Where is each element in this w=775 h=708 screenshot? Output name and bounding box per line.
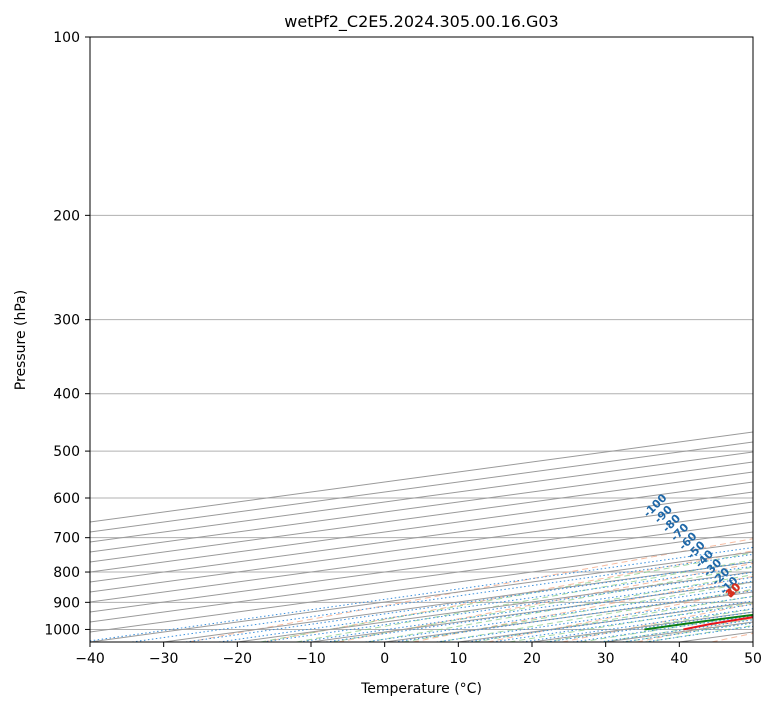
chart-title: wetPf2_C2E5.2024.305.00.16.G03 (284, 12, 558, 32)
isotherm-line (90, 511, 753, 603)
dry-adiabat (412, 575, 753, 642)
x-tick-label: −40 (75, 651, 105, 667)
moist-adiabat (403, 581, 753, 642)
x-axis: −40 −30 −20 −10 0 10 20 30 40 50 (75, 642, 762, 667)
isotherm-line (90, 471, 753, 563)
x-tick-label: 10 (449, 651, 467, 667)
mixing-ratio-line (90, 547, 753, 642)
y-tick-label: 1000 (44, 622, 80, 638)
x-tick-label: −30 (149, 651, 179, 667)
mixing-ratio-line (394, 590, 753, 642)
x-tick-label: 40 (670, 651, 688, 667)
y-tick-label: 400 (53, 387, 80, 403)
y-tick-label: 800 (53, 565, 80, 581)
isotherm-line (90, 451, 753, 543)
moist-adiabat (367, 574, 753, 642)
moist-adiabat (438, 588, 753, 642)
dry-adiabat (188, 538, 753, 642)
isotherm-line (90, 501, 753, 593)
dry-adiabat (338, 562, 753, 642)
x-tick-label: 50 (744, 651, 762, 667)
y-tick-label: 100 (53, 30, 80, 46)
x-tick-label: 0 (380, 651, 389, 667)
moist-adiabat (331, 566, 753, 642)
isotherm-line (90, 481, 753, 573)
y-tick-label: 300 (53, 313, 80, 329)
isotherm-line (90, 521, 753, 613)
mixing-ratio-line (325, 580, 753, 642)
x-tick-label: 20 (523, 651, 541, 667)
y-tick-label: 200 (53, 208, 80, 224)
y-axis: 100 200 300 400 500 600 700 800 900 1000 (44, 30, 90, 638)
y-tick-label: 700 (53, 531, 80, 547)
isotherm-line (90, 491, 753, 583)
y-axis-label: Pressure (hPa) (13, 290, 29, 390)
y-tick-label: 500 (53, 444, 80, 460)
x-tick-label: −20 (223, 651, 253, 667)
y-tick-label: 600 (53, 491, 80, 507)
y-tick-label: 900 (53, 595, 80, 611)
x-tick-label: −10 (296, 651, 326, 667)
x-tick-label: 30 (597, 651, 615, 667)
background-lines (90, 37, 753, 642)
plot-frame (89, 36, 754, 643)
isotherm-line (90, 531, 753, 623)
mixing-ratio-line (365, 586, 753, 642)
x-axis-label: Temperature (°C) (360, 681, 482, 697)
isotherm-line (90, 461, 753, 553)
